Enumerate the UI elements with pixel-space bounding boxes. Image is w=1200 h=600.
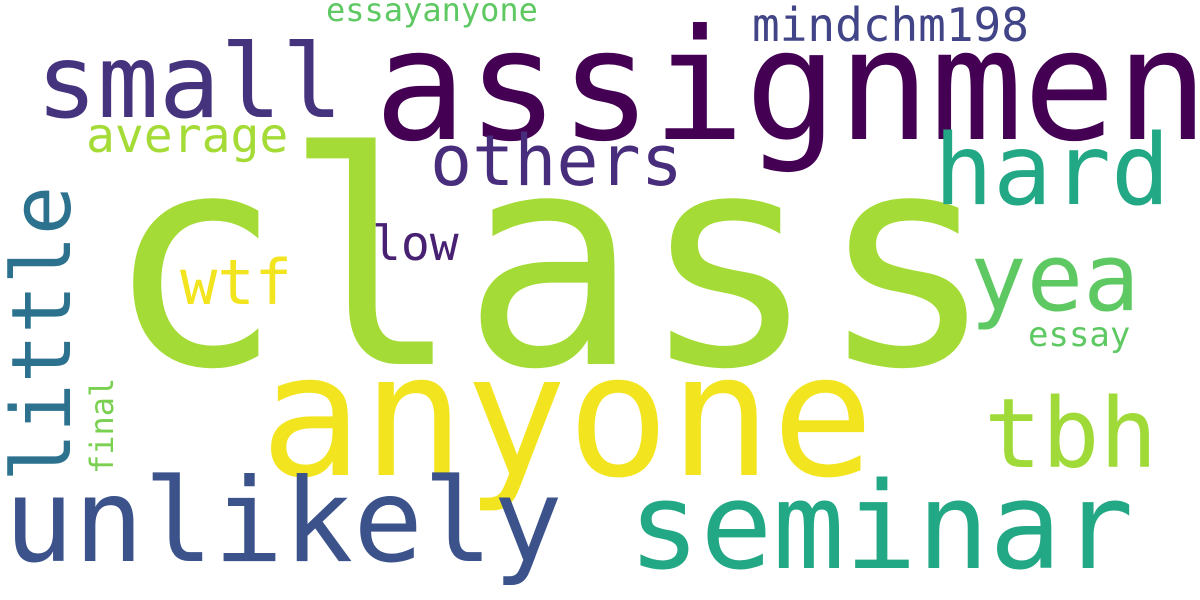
- word-yea: yea: [970, 224, 1140, 333]
- word-others: others: [430, 120, 683, 202]
- word-unlikely: unlikely: [4, 454, 563, 589]
- word-tbh: tbh: [984, 378, 1158, 490]
- word-final: final: [83, 377, 121, 474]
- word-hard: hard: [934, 114, 1171, 228]
- word-average: average: [86, 108, 289, 164]
- word-anyone: anyone: [260, 318, 875, 516]
- word-low: low: [372, 216, 459, 272]
- word-essayanyone: essayanyone: [326, 0, 538, 29]
- word-wtf: wtf: [180, 246, 292, 319]
- word-class: class: [105, 89, 997, 434]
- word-essay: essay: [1028, 315, 1131, 355]
- word-mindchm198: mindchm198: [752, 0, 1029, 52]
- word-seminar: seminar: [628, 458, 1134, 597]
- word-small: small: [36, 23, 344, 142]
- word-assignment: assignment: [374, 0, 1200, 176]
- word-little: little: [0, 185, 90, 482]
